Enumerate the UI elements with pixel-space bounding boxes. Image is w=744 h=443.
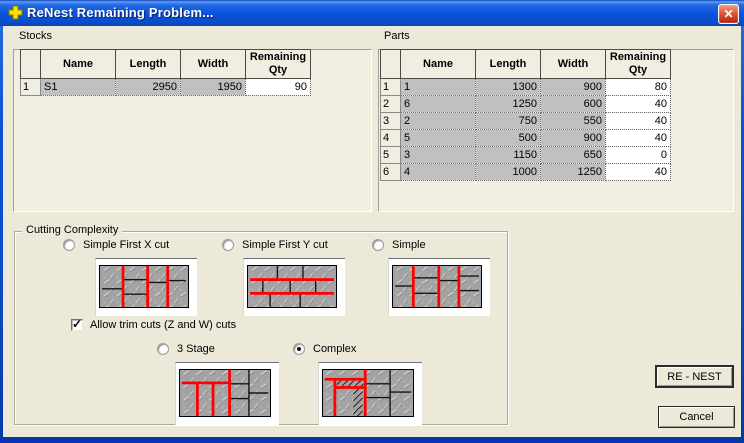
cut-pattern-graphic — [322, 369, 414, 417]
stocks-label: Stocks — [19, 30, 53, 42]
parts-cell-qty[interactable]: 0 — [605, 146, 671, 164]
close-button[interactable]: ✕ — [718, 4, 739, 24]
stocks-header-width: Width — [180, 49, 246, 79]
parts-row-selector[interactable]: 2 — [380, 95, 401, 113]
parts-cell-qty[interactable]: 40 — [605, 129, 671, 147]
cutting-complexity-label: Cutting Complexity — [22, 224, 123, 236]
stocks-corner-cell — [20, 49, 41, 79]
table-row: 4 5 500 900 40 — [380, 129, 671, 147]
parts-row-selector[interactable]: 5 — [380, 146, 401, 164]
parts-cell-name[interactable]: 4 — [400, 163, 476, 181]
checkbox-label: Allow trim cuts (Z and W) cuts — [90, 319, 237, 331]
radio-label: Simple — [392, 239, 426, 251]
title-bar[interactable]: ReNest Remaining Problem... ✕ — [0, 0, 744, 26]
table-row: 3 2 750 550 40 — [380, 112, 671, 130]
radio-button-icon — [157, 343, 169, 355]
parts-cell-width[interactable]: 550 — [540, 112, 606, 130]
stocks-header-name: Name — [40, 49, 116, 79]
pattern-3-stage-image — [175, 362, 279, 425]
radio-button-icon — [372, 239, 384, 251]
parts-cell-qty[interactable]: 40 — [605, 112, 671, 130]
parts-cell-length[interactable]: 1300 — [475, 78, 541, 96]
radio-simple-first-x-cut[interactable]: Simple First X cut — [63, 239, 169, 251]
stocks-cell-name[interactable]: S1 — [40, 78, 116, 96]
radio-simple-first-y-cut[interactable]: Simple First Y cut — [222, 239, 328, 251]
cut-pattern-graphic — [247, 265, 337, 308]
allow-trim-cuts-checkbox[interactable]: ✓ Allow trim cuts (Z and W) cuts — [71, 317, 237, 331]
parts-row-selector[interactable]: 4 — [380, 129, 401, 147]
parts-cell-width[interactable]: 600 — [540, 95, 606, 113]
parts-header-name: Name — [400, 49, 476, 79]
parts-corner-cell — [380, 49, 401, 79]
radio-simple[interactable]: Simple — [372, 239, 426, 251]
parts-cell-name[interactable]: 1 — [400, 78, 476, 96]
window-title: ReNest Remaining Problem... — [27, 5, 214, 20]
pattern-complex-image — [318, 362, 422, 425]
parts-cell-qty[interactable]: 40 — [605, 95, 671, 113]
radio-complex[interactable]: Complex — [293, 343, 356, 355]
parts-row-selector[interactable]: 6 — [380, 163, 401, 181]
radio-label: Simple First Y cut — [242, 239, 328, 251]
re-nest-button[interactable]: RE - NEST — [655, 365, 734, 388]
stocks-cell-qty[interactable]: 90 — [245, 78, 311, 96]
radio-button-icon — [222, 239, 234, 251]
parts-header-qty: Remaining Qty — [605, 49, 671, 79]
check-icon: ✓ — [72, 317, 83, 331]
parts-table[interactable]: Name Length Width Remaining Qty 1 1 1300… — [380, 49, 671, 181]
parts-header-length: Length — [475, 49, 541, 79]
cancel-button[interactable]: Cancel — [658, 406, 735, 428]
table-row: 1 S1 2950 1950 90 — [20, 78, 311, 96]
pattern-simple-image — [388, 258, 490, 316]
parts-cell-qty[interactable]: 80 — [605, 78, 671, 96]
stocks-row-selector[interactable]: 1 — [20, 78, 41, 96]
cut-pattern-graphic — [392, 265, 482, 308]
cut-pattern-graphic — [99, 265, 189, 308]
cancel-button-label: Cancel — [679, 411, 714, 423]
stocks-cell-length[interactable]: 2950 — [115, 78, 181, 96]
parts-cell-length[interactable]: 1150 — [475, 146, 541, 164]
radio-label: Simple First X cut — [83, 239, 170, 251]
parts-cell-length[interactable]: 750 — [475, 112, 541, 130]
parts-row-selector[interactable]: 1 — [380, 78, 401, 96]
parts-cell-name[interactable]: 3 — [400, 146, 476, 164]
parts-cell-qty[interactable]: 40 — [605, 163, 671, 181]
table-row: 1 1 1300 900 80 — [380, 78, 671, 96]
parts-cell-length[interactable]: 500 — [475, 129, 541, 147]
parts-cell-width[interactable]: 900 — [540, 78, 606, 96]
table-row: 5 3 1150 650 0 — [380, 146, 671, 164]
parts-cell-name[interactable]: 5 — [400, 129, 476, 147]
parts-cell-name[interactable]: 6 — [400, 95, 476, 113]
stocks-cell-width[interactable]: 1950 — [180, 78, 246, 96]
parts-cell-width[interactable]: 1250 — [540, 163, 606, 181]
radio-label: Complex — [313, 343, 357, 355]
stocks-header-length: Length — [115, 49, 181, 79]
table-row: 6 4 1000 1250 40 — [380, 163, 671, 181]
parts-cell-width[interactable]: 650 — [540, 146, 606, 164]
parts-cell-length[interactable]: 1250 — [475, 95, 541, 113]
table-row: 2 6 1250 600 40 — [380, 95, 671, 113]
parts-label: Parts — [384, 30, 410, 42]
pattern-simple-first-y-image — [243, 258, 345, 316]
radio-button-icon — [63, 239, 75, 251]
stocks-table[interactable]: Name Length Width Remaining Qty 1 S1 295… — [20, 49, 311, 96]
radio-3-stage[interactable]: 3 Stage — [157, 343, 215, 355]
app-plus-icon — [8, 5, 23, 20]
parts-header-width: Width — [540, 49, 606, 79]
stocks-header-qty: Remaining Qty — [245, 49, 311, 79]
parts-cell-length[interactable]: 1000 — [475, 163, 541, 181]
radio-label: 3 Stage — [177, 343, 215, 355]
cut-pattern-graphic — [179, 369, 271, 417]
re-nest-button-label: RE - NEST — [667, 370, 722, 383]
parts-row-selector[interactable]: 3 — [380, 112, 401, 130]
pattern-simple-first-x-image — [95, 258, 197, 316]
close-icon: ✕ — [723, 7, 734, 21]
radio-button-icon — [293, 343, 305, 355]
parts-cell-name[interactable]: 2 — [400, 112, 476, 130]
parts-cell-width[interactable]: 900 — [540, 129, 606, 147]
checkbox-icon: ✓ — [71, 317, 83, 331]
